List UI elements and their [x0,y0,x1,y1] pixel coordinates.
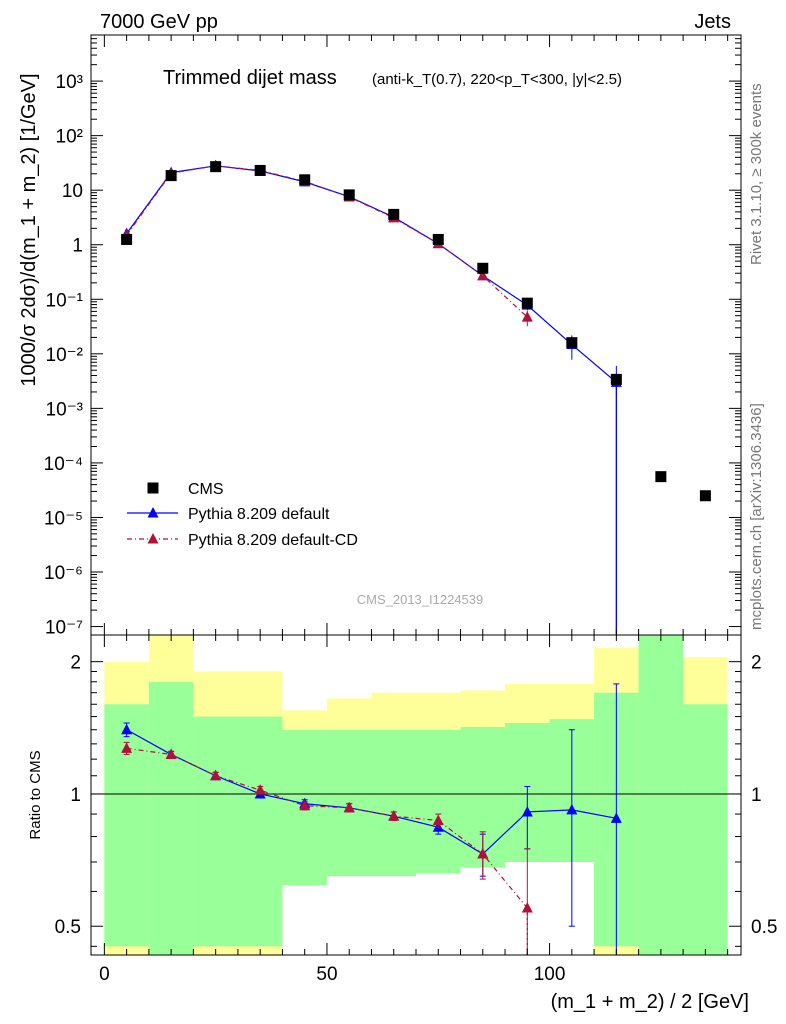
y-tick-label: 10⁻² [46,345,84,366]
ratio-point [432,814,444,826]
ratio-point [254,784,266,795]
data-point [121,233,133,245]
mcplots-label: mcplots.cern.ch [arXiv:1306.3436] [748,403,765,630]
ratio-point [121,723,133,735]
rivet-label: Rivet 3.1.10, ≥ 300k events [748,83,765,265]
data-point [699,490,711,502]
legend-marker [147,507,159,518]
ratio-y-tick-label: 0.5 [751,917,777,938]
plot-title: Trimmed dijet mass (anti-k_T(0.7), 220<p… [163,67,622,89]
ratio-point [299,799,311,811]
header-left: 7000 GeV pp [100,11,218,33]
main-series-1 [121,159,622,635]
data-point [477,262,489,274]
uncertainty-band-green [148,681,194,955]
legend-label: Pythia 8.209 default-CD [188,532,358,549]
ratio-y-axis-label: Ratio to CMS [27,750,44,839]
data-point [299,174,311,186]
ratio-y-tick-label: 2 [751,653,762,674]
legend: CMS Pythia 8.209 default Pythia 8.209 defa… [127,481,358,549]
x-tick-label: 50 [316,964,337,985]
uncertainty-band-green [237,716,283,947]
y-tick-label: 10⁻⁶ [44,563,83,584]
uncertainty-band-green [104,704,149,947]
main-series-line [126,165,528,318]
data-point [165,170,177,182]
uncertainty-band-green [683,704,728,955]
y-tick-label: 10⁻⁷ [45,618,83,639]
legend-marker [147,482,159,494]
ratio-plot-panel: 0.5 0.5 1 1 2 2 0 50 100 Ratio to CMS (m_1 + m_2… [27,634,777,1013]
legend-entry: Pythia 8.209 default-CD [127,532,358,549]
ratio-y-tick-label: 2 [70,653,81,674]
ratio-series-line [126,747,528,909]
data-point [343,189,355,201]
ratio-y-tick-label: 1 [70,785,81,806]
legend-label: CMS [188,481,224,498]
uncertainty-band-green [371,729,416,877]
data-point [210,161,222,173]
uncertainty-band-green [416,729,461,874]
ratio-point [477,848,489,859]
main-series-2 [121,159,533,327]
ratio-point [566,803,578,815]
main-y-axis-label: 1000/σ 2dσ)/d(m_1 + m_2) [1/GeV] [18,73,40,386]
y-tick-label: 10⁻⁴ [44,454,83,475]
ratio-point [210,769,222,781]
legend-entry: Pythia 8.209 default [127,506,330,523]
legend-entry: CMS [147,481,224,498]
plot-title-text: Trimmed dijet mass [163,67,337,89]
ratio-point [610,812,622,823]
ratio-y-tick-label: 0.5 [55,917,81,938]
data-point [610,373,622,385]
data-point [566,337,578,349]
legend-label: Pythia 8.209 default [188,506,330,523]
y-tick-label: 10⁻⁵ [44,508,83,529]
ratio-point [521,902,533,913]
main-plot-panel: Trimmed dijet mass (anti-k_T(0.7), 220<p… [18,34,742,639]
y-tick-label: 10² [56,127,83,148]
legend-marker [147,533,159,544]
data-point [655,471,667,483]
y-tick-label: 10 [62,181,83,202]
y-tick-label: 10⁻³ [46,399,84,420]
uncertainty-band-green [638,635,684,955]
ratio-point [343,801,355,813]
ratio-y-tick-label: 1 [751,785,762,806]
main-point [521,311,533,322]
main-series-line [126,165,617,383]
data-point [432,233,444,245]
header-right: Jets [694,11,731,33]
y-tick-label: 1 [72,236,83,257]
x-axis-label: (m_1 + m_2) / 2 [GeV] [551,991,749,1013]
data-point [254,164,266,176]
data-point [388,208,400,220]
main-point [477,269,489,281]
y-tick-label: 10³ [56,72,83,93]
watermark: CMS_2013_I1224539 [357,592,484,607]
ratio-point [121,742,133,753]
x-tick-label: 0 [99,964,110,985]
ratio-point [521,805,533,817]
x-tick-label: 100 [534,964,566,985]
data-point [521,297,533,309]
ratio-series-1 [121,741,533,956]
ratio-point [388,810,400,821]
y-tick-label: 10⁻¹ [46,290,84,311]
plot-title-selection: (anti-k_T(0.7), 220<p_T<300, |y|<2.5) [372,71,622,88]
ratio-point [165,748,177,759]
uncertainty-band-green [193,716,238,947]
main-series-0 [121,161,711,502]
